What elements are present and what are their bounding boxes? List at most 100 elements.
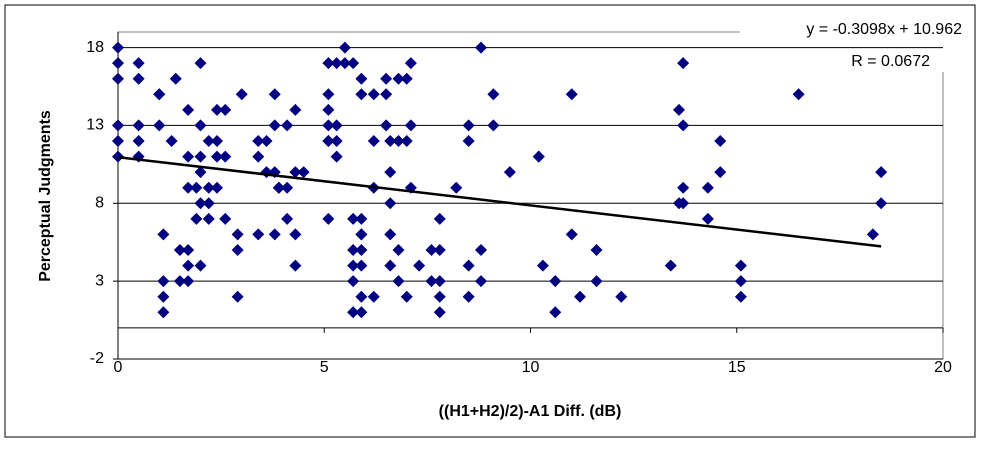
point xyxy=(231,228,244,241)
point xyxy=(487,88,500,101)
point xyxy=(664,259,677,272)
point xyxy=(347,275,360,288)
point xyxy=(132,57,145,70)
point xyxy=(182,244,195,256)
point xyxy=(182,275,195,288)
point xyxy=(355,290,368,303)
point xyxy=(714,135,727,147)
point xyxy=(400,72,413,85)
point xyxy=(281,212,294,225)
point xyxy=(677,57,690,70)
point xyxy=(450,181,463,194)
point xyxy=(475,244,487,256)
point xyxy=(132,72,145,85)
point xyxy=(392,72,405,85)
point xyxy=(347,306,360,319)
point xyxy=(194,197,207,210)
point xyxy=(268,88,281,101)
point xyxy=(590,275,603,288)
point xyxy=(347,212,360,225)
point xyxy=(260,135,273,147)
point xyxy=(367,290,380,303)
x-tick-label: 15 xyxy=(728,359,746,376)
plot-area xyxy=(117,31,944,360)
point xyxy=(153,88,166,101)
point xyxy=(384,135,397,147)
point xyxy=(792,88,805,101)
point xyxy=(532,150,545,163)
point xyxy=(714,166,727,179)
point xyxy=(289,259,302,272)
point xyxy=(355,228,368,241)
trendline xyxy=(117,155,882,248)
x-tick-label: 0 xyxy=(114,359,123,376)
point xyxy=(400,290,413,303)
point xyxy=(677,181,690,194)
point xyxy=(462,290,475,303)
point xyxy=(565,228,578,241)
point xyxy=(433,244,446,256)
point xyxy=(289,103,302,116)
point xyxy=(734,290,747,303)
point xyxy=(190,181,203,194)
point xyxy=(132,135,145,147)
point xyxy=(536,259,549,272)
point xyxy=(347,259,360,272)
point xyxy=(384,228,397,241)
point xyxy=(211,135,223,147)
x-tick-label: 5 xyxy=(320,359,329,376)
point xyxy=(330,150,343,163)
point xyxy=(487,119,500,132)
point xyxy=(338,57,351,70)
y-tick-label: 13 xyxy=(86,117,104,134)
point xyxy=(231,244,244,256)
point xyxy=(289,166,302,179)
point xyxy=(875,166,888,179)
point xyxy=(157,306,170,319)
point xyxy=(425,244,438,256)
point xyxy=(219,150,232,163)
x-tick-label: 20 xyxy=(934,359,952,376)
point xyxy=(211,150,223,163)
point xyxy=(574,290,586,303)
point xyxy=(194,57,207,70)
point xyxy=(132,119,145,132)
point xyxy=(875,197,888,210)
point xyxy=(590,244,603,256)
point xyxy=(673,103,685,116)
point xyxy=(219,212,232,225)
point xyxy=(462,135,475,147)
point xyxy=(355,88,368,101)
point xyxy=(202,181,215,194)
point xyxy=(268,119,281,132)
point xyxy=(182,103,195,116)
trendline-equation: y = -0.3098x + 10.962 xyxy=(806,21,962,38)
point xyxy=(677,197,690,210)
point xyxy=(384,197,397,210)
point xyxy=(355,244,368,256)
point xyxy=(330,135,343,147)
y-tick-label: -2 xyxy=(90,350,104,367)
x-axis-label: ((H1+H2)/2)-A1 Diff. (dB) xyxy=(439,403,622,420)
point xyxy=(165,135,178,147)
point xyxy=(112,119,124,132)
point xyxy=(355,259,368,272)
point xyxy=(615,290,628,303)
x-tick-label: 10 xyxy=(522,359,540,376)
point xyxy=(281,181,294,194)
point xyxy=(549,275,562,288)
point xyxy=(425,275,438,288)
point xyxy=(157,228,170,241)
point xyxy=(701,212,714,225)
y-axis-label: Perceptual Judgments xyxy=(37,110,54,282)
point xyxy=(112,57,124,70)
point xyxy=(355,212,368,225)
r-value: R = 0.0672 xyxy=(851,53,930,70)
point xyxy=(211,103,223,116)
point xyxy=(202,212,215,225)
point xyxy=(272,181,285,194)
point xyxy=(404,57,417,70)
point xyxy=(392,244,405,256)
y-tick-label: 8 xyxy=(95,195,104,212)
